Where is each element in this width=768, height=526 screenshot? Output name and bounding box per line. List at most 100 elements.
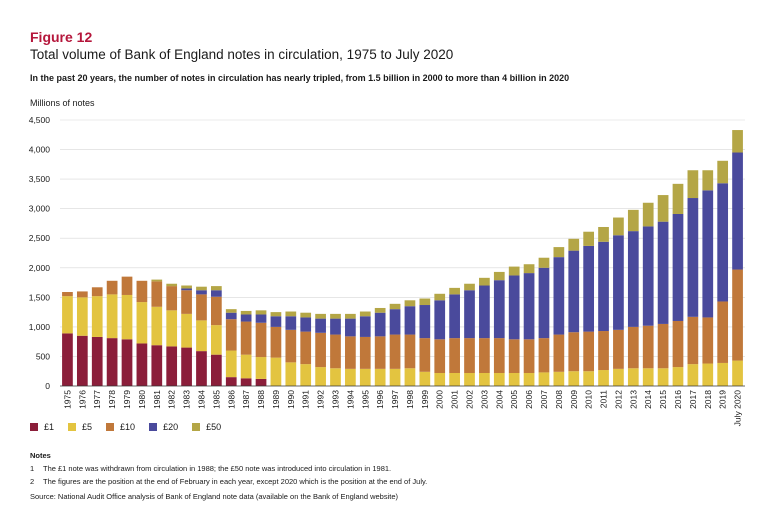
bar-segment xyxy=(657,221,669,324)
y-tick-label: 4,500 xyxy=(29,115,51,125)
bar-segment xyxy=(568,332,580,372)
x-tick-label: 2010 xyxy=(584,390,594,409)
x-tick-label: 2004 xyxy=(494,390,504,409)
bar-segment xyxy=(359,311,371,317)
bar-segment xyxy=(553,371,565,386)
note-2: 2 The figures are the position at the end… xyxy=(30,475,427,488)
bar-segment xyxy=(464,372,475,386)
y-axis-label: Millions of notes xyxy=(30,98,95,108)
bar-segment xyxy=(181,313,192,348)
bar-segment xyxy=(717,362,729,386)
bar-segment xyxy=(613,329,624,369)
x-tick-label: 2019 xyxy=(718,390,728,409)
bar-segment xyxy=(345,368,356,386)
bar-segment xyxy=(672,183,684,214)
bar-segment xyxy=(702,317,714,364)
bar-segment xyxy=(166,346,178,386)
bar-segment xyxy=(583,231,595,246)
bar-segment xyxy=(672,367,684,386)
bar-segment xyxy=(523,273,535,340)
bar-segment xyxy=(76,297,88,336)
bar-segment xyxy=(642,368,654,386)
x-tick-label: 2017 xyxy=(688,390,698,409)
legend-item-1: £1 xyxy=(30,422,54,432)
legend-swatch-5 xyxy=(68,423,77,431)
legend-label-50: £50 xyxy=(206,422,222,432)
bar-segment xyxy=(255,322,267,358)
x-tick-label: 2007 xyxy=(539,390,549,409)
x-tick-label: 1977 xyxy=(92,390,102,409)
bar-segment xyxy=(404,368,416,386)
bar-segment xyxy=(419,298,431,306)
x-tick-label: July 2020 xyxy=(733,390,743,427)
bar-segment xyxy=(330,368,341,386)
bar-segment xyxy=(613,368,624,386)
bar-segment xyxy=(464,290,475,339)
bar-segment xyxy=(166,310,178,347)
bar-segment xyxy=(508,275,520,340)
bar-segment xyxy=(464,338,475,373)
bar-segment xyxy=(255,378,267,386)
x-tick-label: 1992 xyxy=(316,390,326,409)
bar-segment xyxy=(657,195,669,222)
bar-segment xyxy=(315,367,326,386)
legend-item-50: £50 xyxy=(192,422,221,432)
bar-segment xyxy=(449,294,460,339)
bar-segment xyxy=(300,312,312,318)
bar-segment xyxy=(151,279,163,282)
bar-segment xyxy=(240,314,252,322)
bar-segment xyxy=(493,372,505,386)
bar-segment xyxy=(568,238,580,251)
bar-segment xyxy=(523,339,535,373)
bar-segment xyxy=(389,334,401,369)
x-tick-label: 2005 xyxy=(509,390,519,409)
bar-segment xyxy=(121,339,133,386)
bar-segment xyxy=(583,371,595,386)
bar-segment xyxy=(717,160,729,184)
figure-subtitle: In the past 20 years, the number of note… xyxy=(30,73,570,83)
bar-segment xyxy=(732,269,743,361)
bar-segment xyxy=(598,331,609,371)
bar-segment xyxy=(627,368,639,386)
bar-segment xyxy=(330,334,341,369)
bar-segment xyxy=(717,183,729,302)
x-tick-label: 2008 xyxy=(554,390,564,409)
bar-segment xyxy=(687,198,699,317)
bar-segment xyxy=(181,347,192,386)
bar-segment xyxy=(106,338,118,386)
bar-segment xyxy=(181,285,192,289)
legend-item-5: £5 xyxy=(68,422,92,432)
x-tick-label: 1988 xyxy=(256,390,266,409)
bar-segment xyxy=(598,241,609,332)
notes: Notes 1 The £1 note was withdrawn from ci… xyxy=(30,449,427,488)
bar-segment xyxy=(270,326,282,358)
source-note: Source: National Audit Office analysis o… xyxy=(30,492,399,501)
figure-label: Figure 12 xyxy=(30,29,93,45)
y-tick-label: 0 xyxy=(45,381,50,391)
bar-segment xyxy=(225,377,237,386)
bar-segment xyxy=(508,339,520,373)
x-tick-label: 2013 xyxy=(628,390,638,409)
bar-segment xyxy=(479,338,490,373)
x-tick-label: 1980 xyxy=(137,390,147,409)
bar-segment xyxy=(76,291,88,298)
bar-segment xyxy=(240,378,252,386)
bar-segment xyxy=(642,202,654,227)
bar-segment xyxy=(285,362,297,386)
bar-segment xyxy=(389,309,401,335)
x-tick-label: 1991 xyxy=(301,390,311,409)
legend-label-1: £1 xyxy=(44,422,55,432)
bar-segment xyxy=(598,226,609,242)
bar-segment xyxy=(404,306,416,335)
bar-segment xyxy=(538,338,550,373)
bar-segment xyxy=(76,335,88,386)
bar-segment xyxy=(374,307,386,313)
bar-segment xyxy=(106,280,118,295)
legend-item-10: £10 xyxy=(106,422,135,432)
figure-title: Total volume of Bank of England notes in… xyxy=(30,47,454,62)
note-1: 1 The £1 note was withdrawn from circulat… xyxy=(30,462,427,475)
x-tick-label: 1984 xyxy=(196,390,206,409)
bar-segment xyxy=(300,317,312,332)
bar-segment xyxy=(508,266,520,276)
bar-segment xyxy=(91,296,103,337)
